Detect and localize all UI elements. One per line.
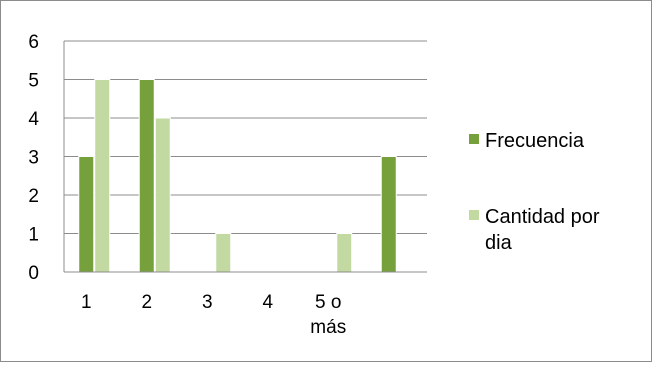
axes <box>63 41 427 273</box>
bar-frecuencia <box>380 156 397 273</box>
y-tick-label: 6 <box>28 32 39 53</box>
y-tick-label: 4 <box>28 109 39 130</box>
bar-frecuencia <box>138 79 155 273</box>
y-tick-label: 1 <box>28 225 39 246</box>
x-tick-label: 4 <box>262 292 273 313</box>
bar-cantidad-por-dia <box>154 117 171 273</box>
bars <box>78 79 397 273</box>
y-tick-label: 3 <box>28 148 39 169</box>
x-tick-label: 1 <box>81 292 92 313</box>
bar-cantidad-por-dia <box>94 79 111 273</box>
x-tick-label: 3 <box>202 292 213 313</box>
legend-swatch <box>469 134 479 144</box>
gridlines <box>64 40 427 234</box>
y-tick-label: 0 <box>28 263 39 284</box>
bar-cantidad-por-dia <box>215 233 232 273</box>
bar-frecuencia <box>78 156 95 273</box>
x-tick-label: más <box>310 317 346 338</box>
y-tick-label: 5 <box>28 71 39 92</box>
tick-labels: 0 1 2 3 4 5 6 1 2 3 4 5 o más <box>28 32 346 338</box>
legend-swatch <box>469 210 479 220</box>
bar-cantidad-por-dia <box>336 233 353 273</box>
x-tick-label: 5 o <box>315 292 341 313</box>
y-tick-label: 2 <box>28 186 39 207</box>
legend: Frecuencia Cantidad por dia <box>469 130 600 254</box>
x-tick-label: 2 <box>141 292 152 313</box>
legend-label: Cantidad por <box>485 206 600 228</box>
legend-label: Frecuencia <box>485 130 585 152</box>
legend-label: dia <box>485 232 513 254</box>
